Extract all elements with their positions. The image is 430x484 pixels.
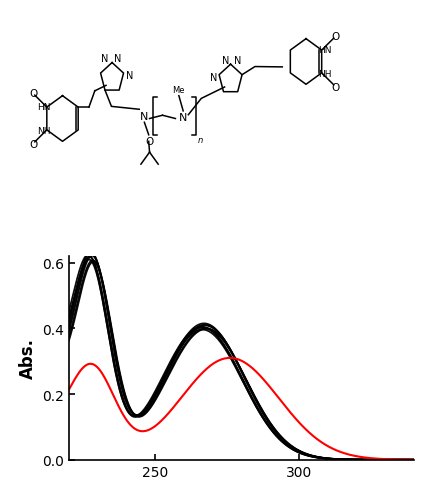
Text: N: N [221, 56, 229, 66]
Text: O: O [331, 32, 339, 42]
Text: O: O [29, 89, 37, 99]
Text: O: O [145, 137, 154, 147]
Text: NH: NH [37, 127, 50, 136]
Text: N: N [101, 54, 109, 64]
Text: N: N [233, 56, 241, 66]
Y-axis label: Abs.: Abs. [18, 338, 37, 378]
Text: O: O [331, 83, 339, 93]
Text: N: N [209, 73, 217, 82]
Text: HN: HN [37, 103, 50, 112]
Text: Me: Me [171, 86, 184, 94]
Text: N: N [125, 71, 133, 81]
Text: N: N [140, 111, 148, 121]
Text: n: n [197, 136, 203, 144]
Text: NH: NH [317, 70, 331, 79]
Text: O: O [29, 140, 37, 150]
Text: N: N [178, 113, 187, 123]
Text: HN: HN [317, 46, 331, 55]
Text: N: N [113, 54, 121, 64]
